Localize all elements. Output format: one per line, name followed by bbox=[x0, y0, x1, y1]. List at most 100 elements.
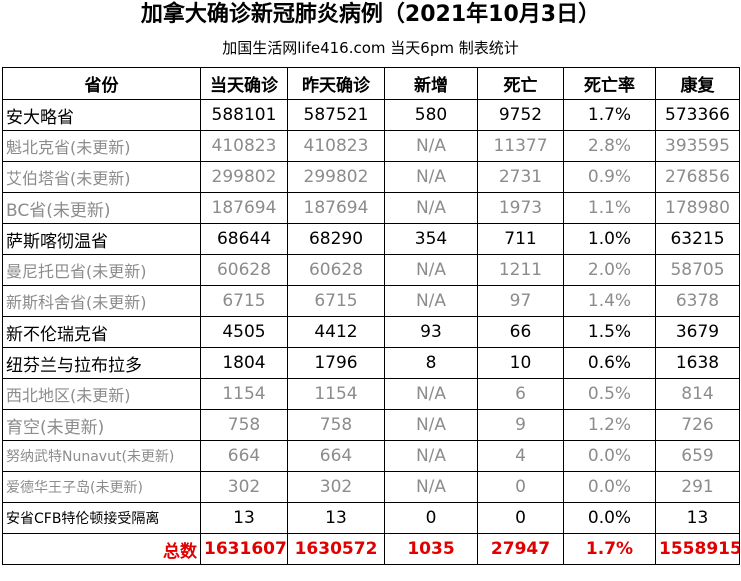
table-row: 育空(未更新) 758 758 N/A 9 1.2% 726 bbox=[2, 409, 740, 441]
table-row: 新斯科舍省(未更新) 6715 6715 N/A 97 1.4% 6378 bbox=[2, 285, 740, 317]
cell: 9752 bbox=[477, 99, 564, 131]
row-label: 新斯科舍省(未更新) bbox=[2, 285, 201, 317]
cell: 659 bbox=[655, 440, 740, 472]
cell: 2731 bbox=[477, 161, 564, 193]
cell: 588101 bbox=[200, 99, 288, 131]
cell: 11377 bbox=[477, 130, 564, 162]
cell: 302 bbox=[200, 471, 288, 503]
title: 加拿大确诊新冠肺炎病例（2021年10月3日） bbox=[140, 2, 601, 27]
cell: 1211 bbox=[477, 254, 564, 286]
cell: 711 bbox=[477, 223, 564, 255]
cell: 4412 bbox=[287, 316, 385, 348]
table-row: 新不伦瑞克省 4505 4412 93 66 1.5% 3679 bbox=[2, 316, 740, 348]
row-label: BC省(未更新) bbox=[2, 192, 201, 224]
cell: 393595 bbox=[655, 130, 740, 162]
cell: 1973 bbox=[477, 192, 564, 224]
row-label: 萨斯喀彻温省 bbox=[2, 223, 201, 255]
cell: 302 bbox=[287, 471, 385, 503]
cell: 587521 bbox=[287, 99, 385, 131]
cell: N/A bbox=[384, 440, 478, 472]
cell: N/A bbox=[384, 471, 478, 503]
row-label: 新不伦瑞克省 bbox=[2, 316, 201, 348]
cell: 410823 bbox=[287, 130, 385, 162]
table-row: 魁北克省(未更新) 410823 410823 N/A 11377 2.8% 393595 bbox=[2, 130, 740, 162]
table-row: 萨斯喀彻温省 68644 68290 354 711 1.0% 63215 bbox=[2, 223, 740, 255]
cell: 1796 bbox=[287, 347, 385, 379]
cell: 814 bbox=[655, 378, 740, 410]
cell: 0.6% bbox=[563, 347, 656, 379]
cell: 1.7% bbox=[563, 99, 656, 131]
cell: 58705 bbox=[655, 254, 740, 286]
table-row: 安大略省 588101 587521 580 9752 1.7% 573366 bbox=[2, 99, 740, 131]
cell: N/A bbox=[384, 254, 478, 286]
cell: 291 bbox=[655, 471, 740, 503]
table-row: 总数 1631607 1630572 1035 27947 1.7% 1558915 bbox=[2, 533, 740, 565]
cell: 1.0% bbox=[563, 223, 656, 255]
row-label: 魁北克省(未更新) bbox=[2, 130, 201, 162]
cell: 299802 bbox=[200, 161, 288, 193]
cell: 758 bbox=[200, 409, 288, 441]
cell: N/A bbox=[384, 192, 478, 224]
subtitle: 加国生活网life416.com 当天6pm 制表统计 bbox=[222, 39, 519, 57]
row-label: 曼尼托巴省(未更新) bbox=[2, 254, 201, 286]
row-label: 努纳武特Nunavut(未更新) bbox=[2, 440, 201, 472]
cell: 6715 bbox=[200, 285, 288, 317]
cell: 276856 bbox=[655, 161, 740, 193]
cell: 63215 bbox=[655, 223, 740, 255]
cell: 66 bbox=[477, 316, 564, 348]
row-label: 西北地区(未更新) bbox=[2, 378, 201, 410]
row-label: 育空(未更新) bbox=[2, 409, 201, 441]
cell: 0.0% bbox=[563, 440, 656, 472]
table-row: BC省(未更新) 187694 187694 N/A 1973 1.1% 178980 bbox=[2, 192, 740, 224]
cell: 0.5% bbox=[563, 378, 656, 410]
cell: 27947 bbox=[477, 533, 564, 565]
cell: N/A bbox=[384, 409, 478, 441]
cell: 1.2% bbox=[563, 409, 656, 441]
column-header: 新增 bbox=[384, 67, 478, 100]
cell: 6378 bbox=[655, 285, 740, 317]
cell: 299802 bbox=[287, 161, 385, 193]
cell: 93 bbox=[384, 316, 478, 348]
table-row: 爱德华王子岛(未更新) 302 302 N/A 0 0.0% 291 bbox=[2, 471, 740, 503]
cell: 1154 bbox=[200, 378, 288, 410]
cell: 0 bbox=[477, 471, 564, 503]
row-label: 纽芬兰与拉布拉多 bbox=[2, 347, 201, 379]
row-label: 艾伯塔省(未更新) bbox=[2, 161, 201, 193]
column-header: 昨天确诊 bbox=[287, 67, 385, 100]
cell: 68644 bbox=[200, 223, 288, 255]
cell: 1154 bbox=[287, 378, 385, 410]
cell: 1.1% bbox=[563, 192, 656, 224]
table: 省份 当天确诊 昨天确诊 新增 死亡 死亡率 康复 安大略省 588101 587521 580 9… bbox=[2, 67, 740, 565]
cell: 60628 bbox=[287, 254, 385, 286]
column-header: 当天确诊 bbox=[200, 67, 288, 100]
table-row: 曼尼托巴省(未更新) 60628 60628 N/A 1211 2.0% 58705 bbox=[2, 254, 740, 286]
cell: 13 bbox=[655, 502, 740, 534]
cell: 758 bbox=[287, 409, 385, 441]
cell: 664 bbox=[287, 440, 385, 472]
row-label: 爱德华王子岛(未更新) bbox=[2, 471, 201, 503]
table-row: 西北地区(未更新) 1154 1154 N/A 6 0.5% 814 bbox=[2, 378, 740, 410]
cell: 1.4% bbox=[563, 285, 656, 317]
cell: N/A bbox=[384, 378, 478, 410]
cell: 1.7% bbox=[563, 533, 656, 565]
cell: 10 bbox=[477, 347, 564, 379]
cell: 6 bbox=[477, 378, 564, 410]
row-label: 总数 bbox=[2, 533, 201, 565]
table-row: 纽芬兰与拉布拉多 1804 1796 8 10 0.6% 1638 bbox=[2, 347, 740, 379]
cell: 1035 bbox=[384, 533, 478, 565]
cell: 580 bbox=[384, 99, 478, 131]
column-header: 死亡率 bbox=[563, 67, 656, 100]
cell: 354 bbox=[384, 223, 478, 255]
cell: 3679 bbox=[655, 316, 740, 348]
cell: 573366 bbox=[655, 99, 740, 131]
cell: 187694 bbox=[287, 192, 385, 224]
cell: 1.5% bbox=[563, 316, 656, 348]
cell: 4505 bbox=[200, 316, 288, 348]
cell: 410823 bbox=[200, 130, 288, 162]
cell: 1558915 bbox=[655, 533, 740, 565]
cell: 9 bbox=[477, 409, 564, 441]
cell: 0 bbox=[384, 502, 478, 534]
cell: 1631607 bbox=[200, 533, 288, 565]
header-row: 省份 当天确诊 昨天确诊 新增 死亡 死亡率 康复 bbox=[2, 67, 740, 100]
